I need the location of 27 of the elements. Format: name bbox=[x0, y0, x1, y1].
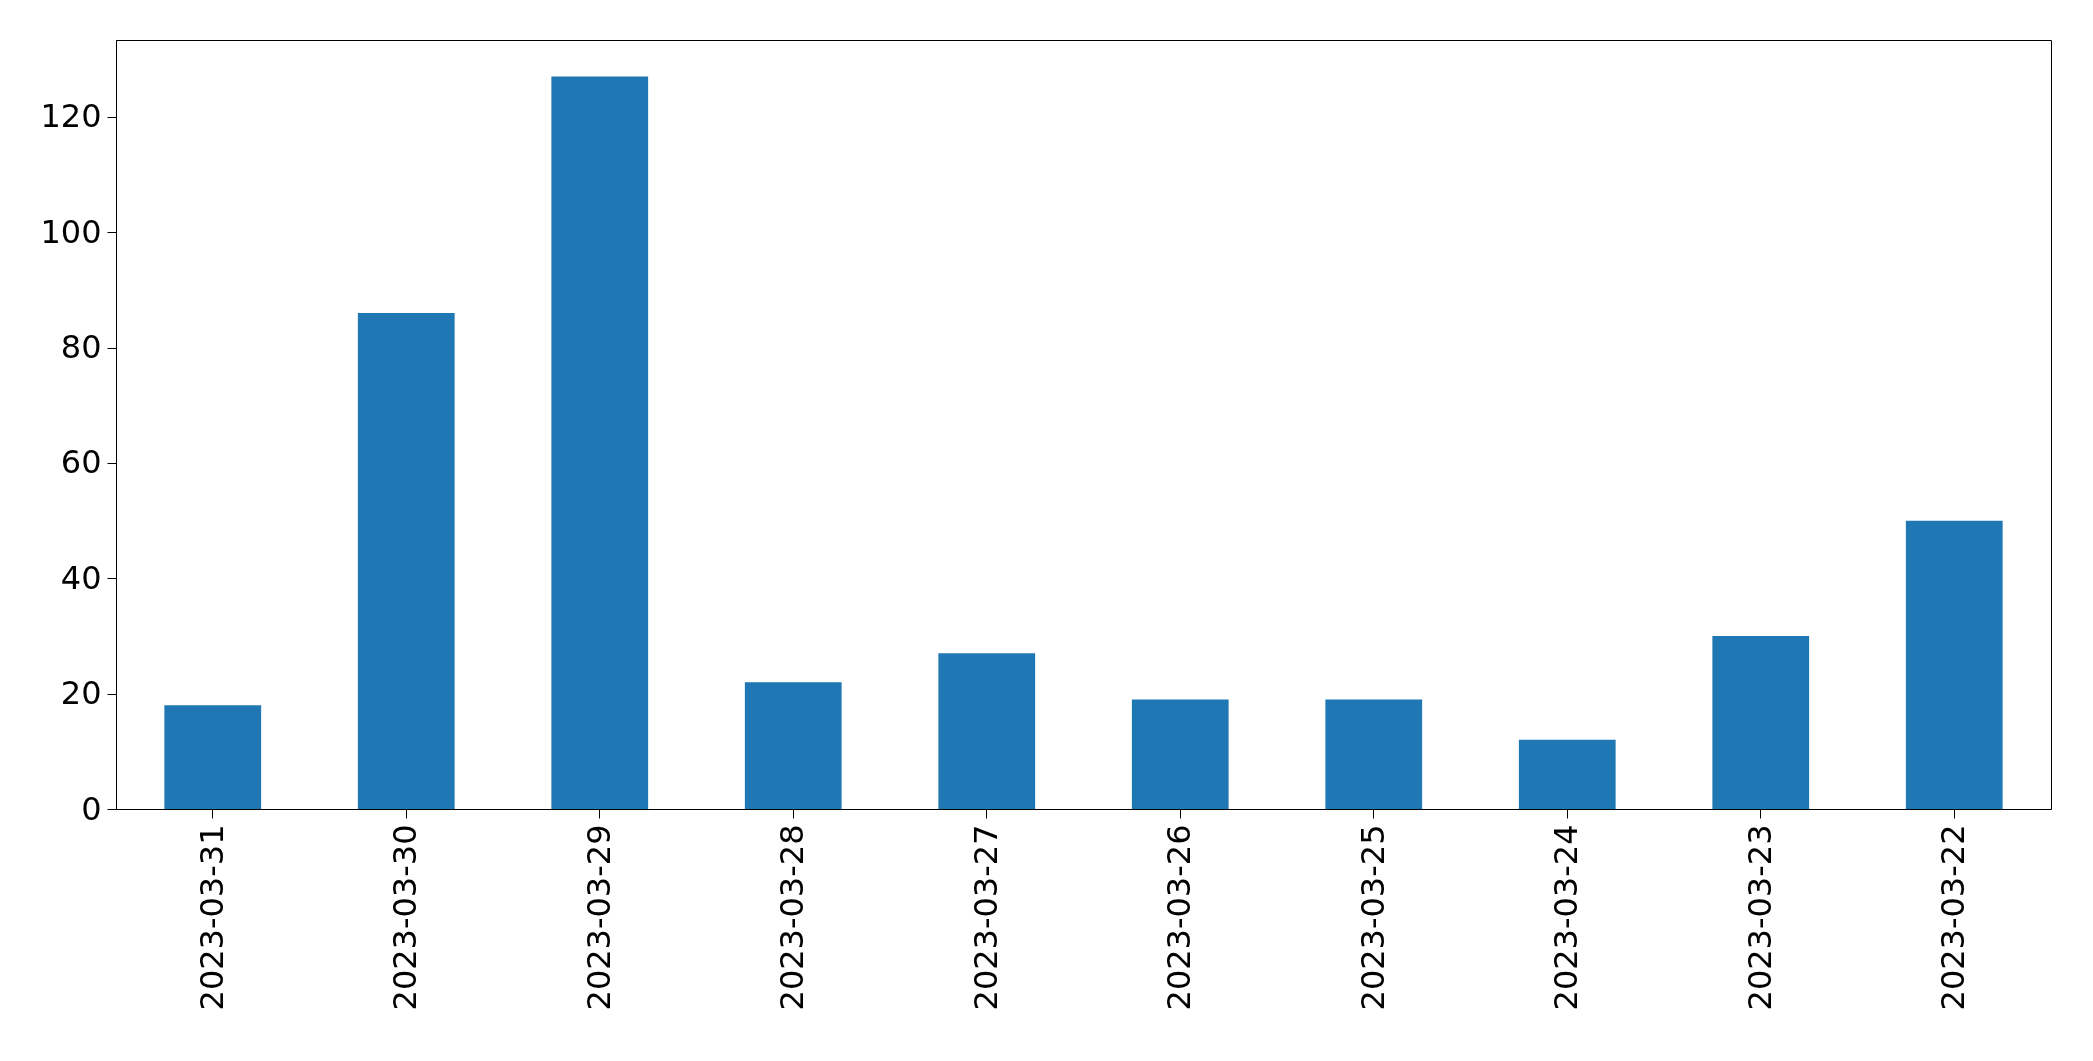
bar bbox=[357, 313, 455, 809]
bar bbox=[164, 705, 262, 809]
bar bbox=[551, 76, 649, 809]
x-tick-label: 2023-03-25 bbox=[1353, 824, 1392, 1011]
bar bbox=[938, 653, 1036, 809]
x-tick-label: 2023-03-24 bbox=[1547, 824, 1586, 1011]
y-tick-label: 60 bbox=[60, 443, 102, 482]
y-tick-label: 120 bbox=[40, 97, 102, 136]
bar bbox=[1518, 739, 1616, 809]
y-tick-label: 20 bbox=[60, 674, 102, 713]
bar bbox=[1712, 636, 1810, 809]
x-tick-label: 2023-03-28 bbox=[773, 824, 812, 1011]
y-tick-label: 100 bbox=[40, 212, 102, 251]
bar bbox=[1905, 520, 2003, 809]
x-tick-label: 2023-03-23 bbox=[1740, 824, 1779, 1011]
y-tick-label: 40 bbox=[60, 558, 102, 597]
x-tick-label: 2023-03-30 bbox=[386, 824, 425, 1011]
bar bbox=[1325, 699, 1423, 809]
bar bbox=[744, 682, 842, 809]
x-tick-label: 2023-03-29 bbox=[579, 824, 618, 1011]
y-tick-label: 0 bbox=[81, 789, 102, 828]
x-tick-label: 2023-03-27 bbox=[966, 824, 1005, 1011]
bar bbox=[1131, 699, 1229, 809]
x-tick-label: 2023-03-26 bbox=[1160, 824, 1199, 1011]
x-tick-label: 2023-03-31 bbox=[192, 824, 231, 1011]
x-tick-label: 2023-03-22 bbox=[1934, 824, 1973, 1011]
y-tick-label: 80 bbox=[60, 328, 102, 367]
